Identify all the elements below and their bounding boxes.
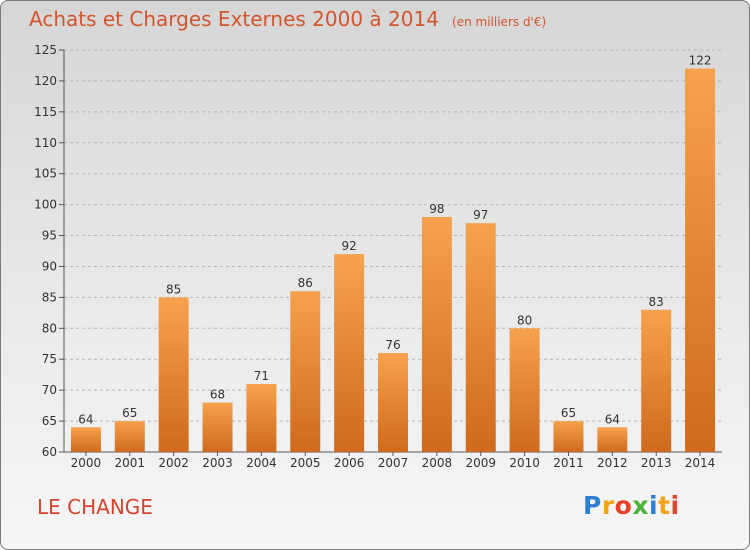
bar-2013[interactable] (641, 309, 672, 452)
chart-title: Achats et Charges Externes 2000 à 2014 (29, 7, 439, 31)
bar-2001[interactable] (114, 421, 145, 452)
x-tick-label: 2011 (553, 456, 584, 470)
y-tick-label: 85 (42, 290, 57, 304)
bar-2009[interactable] (465, 223, 496, 452)
bar-2011[interactable] (553, 421, 584, 452)
chart-unit: (en milliers d'€) (452, 15, 547, 29)
bar-2010[interactable] (509, 328, 540, 452)
y-tick-label: 115 (34, 105, 57, 119)
y-tick-label: 70 (42, 383, 57, 397)
bar-2004[interactable] (246, 383, 277, 452)
value-label: 122 (689, 54, 712, 68)
logo-letter: t (658, 491, 671, 520)
bar-2006[interactable] (334, 254, 365, 452)
bar-2002[interactable] (158, 297, 189, 452)
x-tick-label: 2002 (158, 456, 189, 470)
y-tick-label: 65 (42, 414, 57, 428)
x-tick-label: 2006 (334, 456, 365, 470)
town-name: LE CHANGE (37, 495, 153, 519)
x-tick-label: 2003 (202, 456, 233, 470)
bar-2003[interactable] (202, 402, 233, 452)
y-tick-label: 95 (42, 229, 57, 243)
value-label: 98 (429, 202, 444, 216)
x-tick-label: 2004 (246, 456, 277, 470)
bar-2007[interactable] (378, 353, 408, 452)
value-label: 85 (166, 282, 181, 296)
bar-2012[interactable] (597, 427, 628, 452)
value-label: 64 (605, 412, 620, 426)
y-tick-label: 80 (42, 321, 57, 335)
y-tick-label: 100 (34, 198, 57, 212)
value-label: 97 (473, 208, 488, 222)
x-tick-label: 2012 (597, 456, 628, 470)
x-tick-label: 2013 (641, 456, 672, 470)
y-tick-label: 105 (34, 167, 57, 181)
logo-letter: P (583, 491, 602, 520)
y-tick-label: 75 (42, 352, 57, 366)
y-tick-label: 110 (34, 136, 57, 150)
title-row: Achats et Charges Externes 2000 à 2014 (… (29, 7, 546, 31)
y-tick-label: 90 (42, 259, 57, 273)
value-label: 86 (298, 276, 313, 290)
labels: 60 65 70 75 80 85 90 95 100 105 110 115 120 125 2000 64… (34, 43, 715, 470)
logo-letter: x (632, 491, 649, 520)
x-tick-label: 2008 (422, 456, 453, 470)
proxiti-logo[interactable]: Proxiti (583, 491, 680, 520)
bar-2008[interactable] (421, 216, 452, 452)
x-tick-label: 2010 (509, 456, 540, 470)
x-tick-label: 2009 (465, 456, 496, 470)
x-tick-label: 2000 (71, 456, 102, 470)
value-label: 65 (122, 406, 137, 420)
value-label: 92 (341, 239, 356, 253)
logo-letter: r (601, 491, 615, 520)
value-label: 80 (517, 313, 532, 327)
y-tick-label: 125 (34, 43, 57, 57)
bar-2014[interactable] (685, 68, 716, 453)
value-label: 76 (385, 338, 400, 352)
value-label: 71 (254, 369, 269, 383)
value-label: 68 (210, 388, 225, 402)
x-tick-label: 2007 (378, 456, 409, 470)
logo-letter: o (614, 491, 633, 520)
logo-letter: i (670, 491, 680, 520)
x-tick-label: 2014 (685, 456, 716, 470)
y-tick-label: 120 (34, 74, 57, 88)
value-label: 83 (649, 295, 664, 309)
bars (70, 68, 716, 453)
x-tick-label: 2005 (290, 456, 321, 470)
bar-2005[interactable] (290, 291, 321, 452)
y-tick-label: 60 (42, 445, 57, 459)
value-label: 64 (78, 412, 93, 426)
bar-2000[interactable] (70, 427, 101, 452)
logo-letter: i (649, 491, 659, 520)
x-tick-label: 2001 (115, 456, 146, 470)
value-label: 65 (561, 406, 576, 420)
